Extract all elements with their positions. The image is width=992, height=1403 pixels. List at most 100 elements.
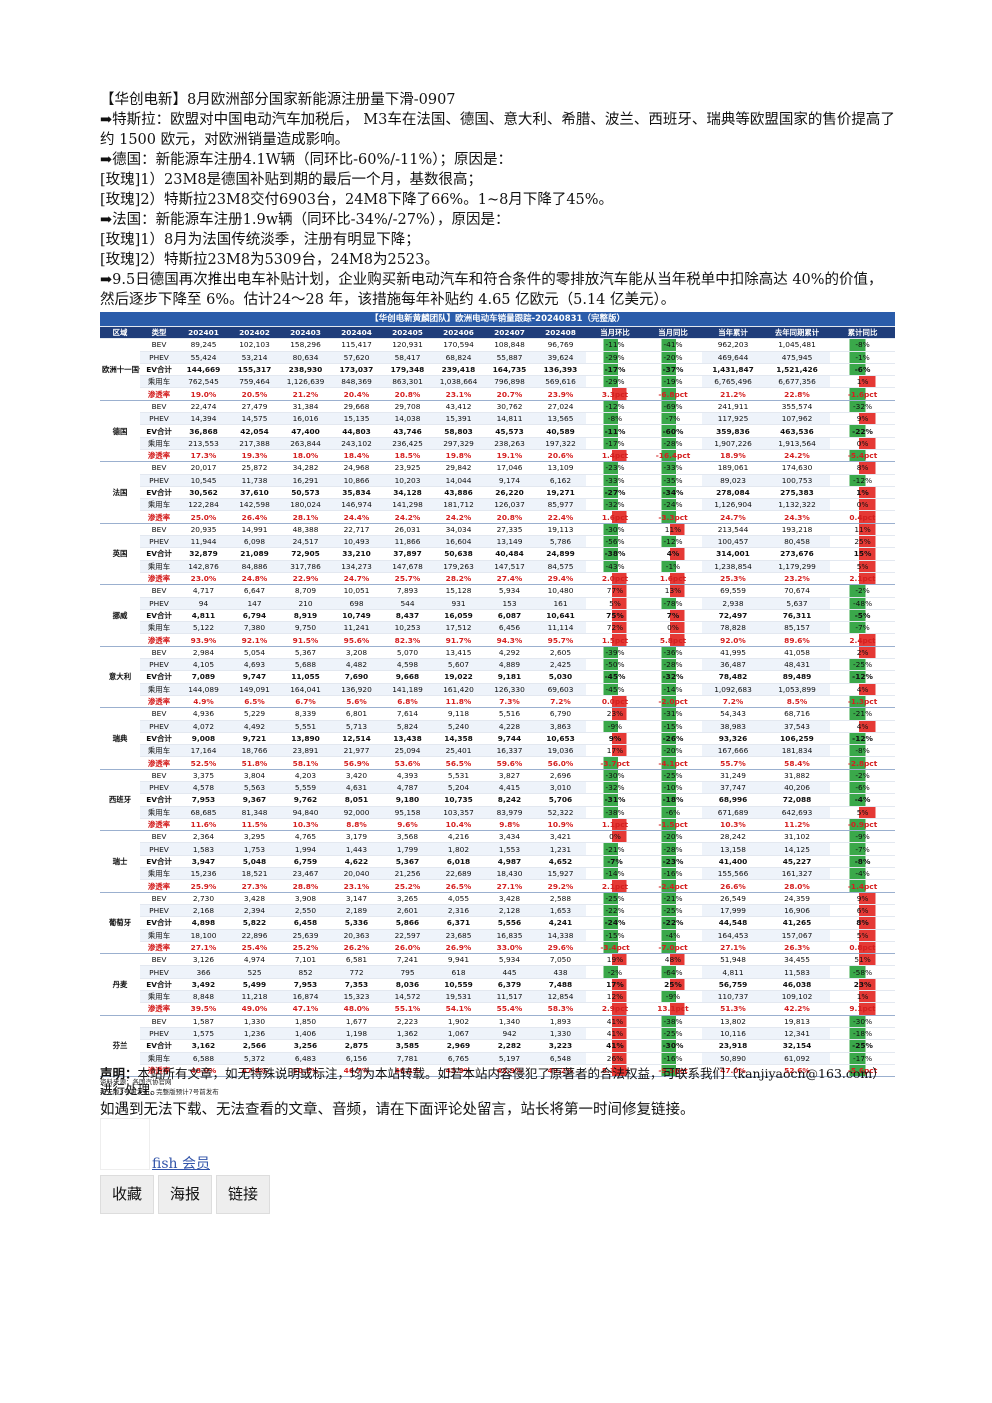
value-cell: 5,556 (484, 916, 535, 930)
value-cell: 179,263 (433, 560, 484, 573)
value-cell: -25% (830, 658, 896, 672)
value-cell: 4,811 (702, 965, 764, 979)
value-cell: -31% (644, 707, 702, 721)
value-cell: -2% (830, 769, 896, 782)
value-cell: 16,016 (280, 412, 331, 426)
value-cell: 31,249 (702, 769, 764, 782)
type-cell: 乘用车 (140, 1052, 178, 1065)
value-cell: 161,420 (433, 683, 484, 696)
value-cell: 89,245 (178, 338, 229, 352)
value-cell: 11,944 (178, 535, 229, 549)
value-cell: 1,231 (535, 842, 586, 856)
value-cell: 11,866 (382, 535, 433, 549)
value-cell: 10,641 (535, 609, 586, 623)
paragraph: ➡德国：新能源车注册4.1W辆（同环比-60%/-11%）；原因是： (100, 152, 513, 168)
value-cell: 5,499 (229, 978, 280, 992)
region-cell: 意大利 (100, 646, 140, 709)
value-cell: 29,668 (331, 400, 382, 414)
value-cell: 16,059 (433, 609, 484, 623)
value-cell: 34,282 (280, 461, 331, 475)
value-cell: 5,030 (535, 670, 586, 684)
value-cell: 24.2% (382, 510, 433, 524)
type-cell: 乘用车 (140, 806, 178, 819)
value-cell: 170,594 (433, 338, 484, 352)
header-cell: 202402 (229, 326, 280, 340)
header-cell: 区域 (100, 326, 140, 340)
value-cell: 6,018 (433, 855, 484, 869)
value-cell: 8% (830, 461, 896, 475)
value-cell: 81,348 (229, 806, 280, 819)
value-cell: -2.0pct (644, 695, 702, 709)
data-row: PHEV 4,578 5,563 5,559 4,631 4,787 5,204 4,415 3… (100, 781, 896, 795)
value-cell: 48% (644, 953, 702, 967)
value-cell: 80,458 (764, 535, 830, 549)
value-cell: 2,425 (535, 658, 586, 672)
data-row: PHEV 4,072 4,492 5,551 5,713 5,824 5,240 4,228 3… (100, 720, 896, 733)
value-cell: 55,887 (484, 351, 535, 364)
value-cell: 4,216 (433, 830, 484, 844)
value-cell: 48,431 (764, 658, 830, 672)
value-cell: 20.8% (382, 387, 433, 401)
value-cell: 7,488 (535, 978, 586, 992)
value-cell: 48.0% (178, 1064, 229, 1078)
value-cell: -29% (586, 375, 644, 389)
data-row: 乘用车 144,089 149,091 164,041 136,920 141,189 16… (100, 683, 896, 696)
data-row: PHEV 11,944 6,098 24,517 10,493 11,866 16,604 1… (100, 535, 896, 549)
value-cell: 9.1pct (830, 1002, 896, 1016)
value-cell: 9,008 (178, 732, 229, 746)
value-cell: -1.6pct (830, 387, 896, 401)
header-cell: 当年累计 (702, 326, 764, 340)
region-cell: 欧洲十一国合计 (100, 338, 140, 401)
value-cell: 117,925 (702, 412, 764, 426)
value-cell: 72,905 (280, 547, 331, 561)
poster-button[interactable]: 海报 (158, 1175, 212, 1214)
type-cell: BEV (140, 400, 178, 414)
favorite-button[interactable]: 收藏 (100, 1175, 154, 1214)
value-cell: 25.2% (280, 941, 331, 955)
value-cell: 6,801 (331, 707, 382, 721)
type-cell: 乘用车 (140, 437, 178, 450)
value-cell: -21% (586, 842, 644, 856)
value-cell: 25% (644, 978, 702, 992)
value-cell: 26.3% (764, 941, 830, 955)
value-cell: 9,744 (484, 732, 535, 746)
value-cell: 9% (586, 732, 644, 746)
value-cell: 34,034 (433, 523, 484, 537)
value-cell: -37% (644, 363, 702, 377)
value-cell: 21,256 (382, 867, 433, 881)
value-cell: 3,208 (331, 646, 382, 660)
value-cell: 7,781 (382, 1052, 433, 1065)
value-cell: 20.8% (484, 510, 535, 524)
value-cell: 95.7% (535, 633, 586, 647)
value-cell: 27.1% (702, 941, 764, 955)
value-cell: 20.6% (535, 449, 586, 463)
type-cell: 渗透率 (140, 941, 178, 955)
data-row: 法国 BEV 20,017 25,872 34,282 24,968 23,925 29,84… (100, 461, 896, 524)
title-row: 【华创电新黄麟团队】欧洲电动车销量跟踪-20240831（完整版） (100, 312, 896, 327)
link-button[interactable]: 链接 (216, 1175, 270, 1214)
value-cell: 3,568 (382, 830, 433, 844)
value-cell: 10,493 (331, 535, 382, 549)
value-cell: 23.1% (433, 387, 484, 401)
value-cell: -64% (644, 965, 702, 979)
type-cell: PHEV (140, 597, 178, 610)
value-cell: 23.9% (535, 387, 586, 401)
value-cell: 5.6% (331, 695, 382, 709)
value-cell: 41% (586, 1039, 644, 1053)
header-cell: 类型 (140, 326, 178, 340)
value-cell: -5.6pct (830, 1064, 896, 1078)
value-cell: 15,391 (433, 412, 484, 426)
value-cell: -32% (586, 498, 644, 512)
value-cell: 5,607 (433, 658, 484, 672)
value-cell: 27,479 (229, 400, 280, 414)
value-cell: 6,379 (484, 978, 535, 992)
value-cell: 5,713 (331, 720, 382, 733)
member-link[interactable]: fish 会员 (152, 1156, 210, 1172)
value-cell: 164,735 (484, 363, 535, 377)
value-cell: 70,674 (764, 584, 830, 598)
value-cell: 18,766 (229, 744, 280, 758)
value-cell: 12,854 (535, 990, 586, 1004)
value-cell: 50,638 (433, 547, 484, 561)
value-cell: 795 (382, 965, 433, 979)
type-cell: PHEV (140, 720, 178, 733)
